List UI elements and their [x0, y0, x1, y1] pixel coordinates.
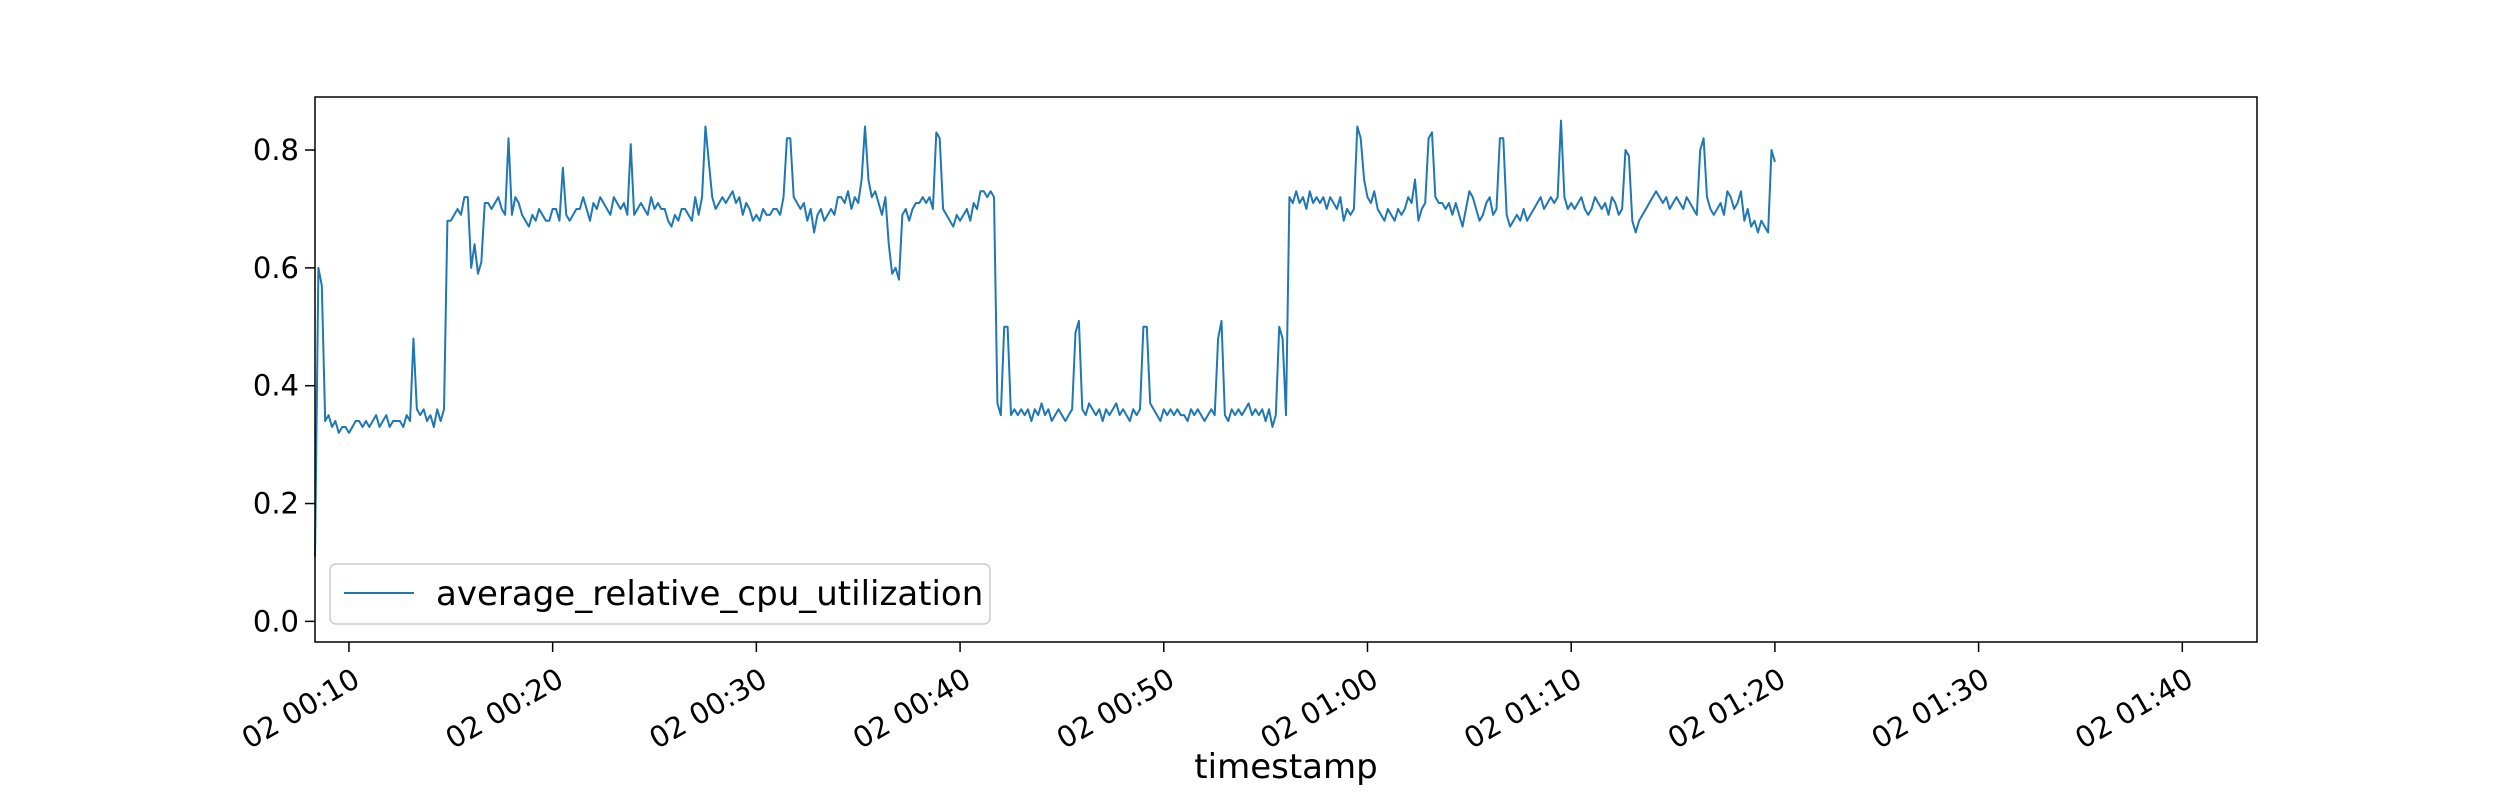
y-tick-label: 0.2 — [253, 487, 299, 521]
y-tick-label: 0.0 — [253, 604, 299, 638]
y-tick-label: 0.6 — [253, 251, 299, 285]
y-axis: 0.0 0.2 0.4 0.6 0.8 — [253, 133, 315, 638]
series-line-average-relative-cpu-utilization — [314, 119, 1776, 557]
x-tick-label: 02 00:30 — [643, 661, 772, 755]
x-tick-label: 02 00:10 — [236, 661, 365, 755]
x-tick-label: 02 00:40 — [847, 661, 976, 755]
legend-label: average_relative_cpu_utilization — [436, 574, 983, 614]
plot-area — [314, 96, 2258, 643]
x-tick-label: 02 00:20 — [440, 661, 569, 755]
legend-box — [329, 563, 991, 625]
x-tick-label: 02 01:00 — [1254, 661, 1383, 755]
x-tick-label: 02 01:30 — [1866, 661, 1995, 755]
y-tick-label: 0.4 — [253, 369, 299, 403]
x-axis: 02 00:10 02 00:20 02 00:30 02 00:40 02 00:50… — [236, 642, 2199, 756]
legend: average_relative_cpu_utilization — [329, 563, 991, 625]
y-tick-label: 0.8 — [253, 133, 299, 167]
x-tick-label: 02 01:20 — [1662, 661, 1791, 755]
axes-frame — [314, 96, 2258, 643]
x-tick-label: 02 01:40 — [2069, 661, 2198, 755]
x-tick-label: 02 01:10 — [1458, 661, 1587, 755]
x-axis-title: timestamp — [1194, 747, 1377, 787]
x-tick-label: 02 00:50 — [1051, 661, 1180, 755]
